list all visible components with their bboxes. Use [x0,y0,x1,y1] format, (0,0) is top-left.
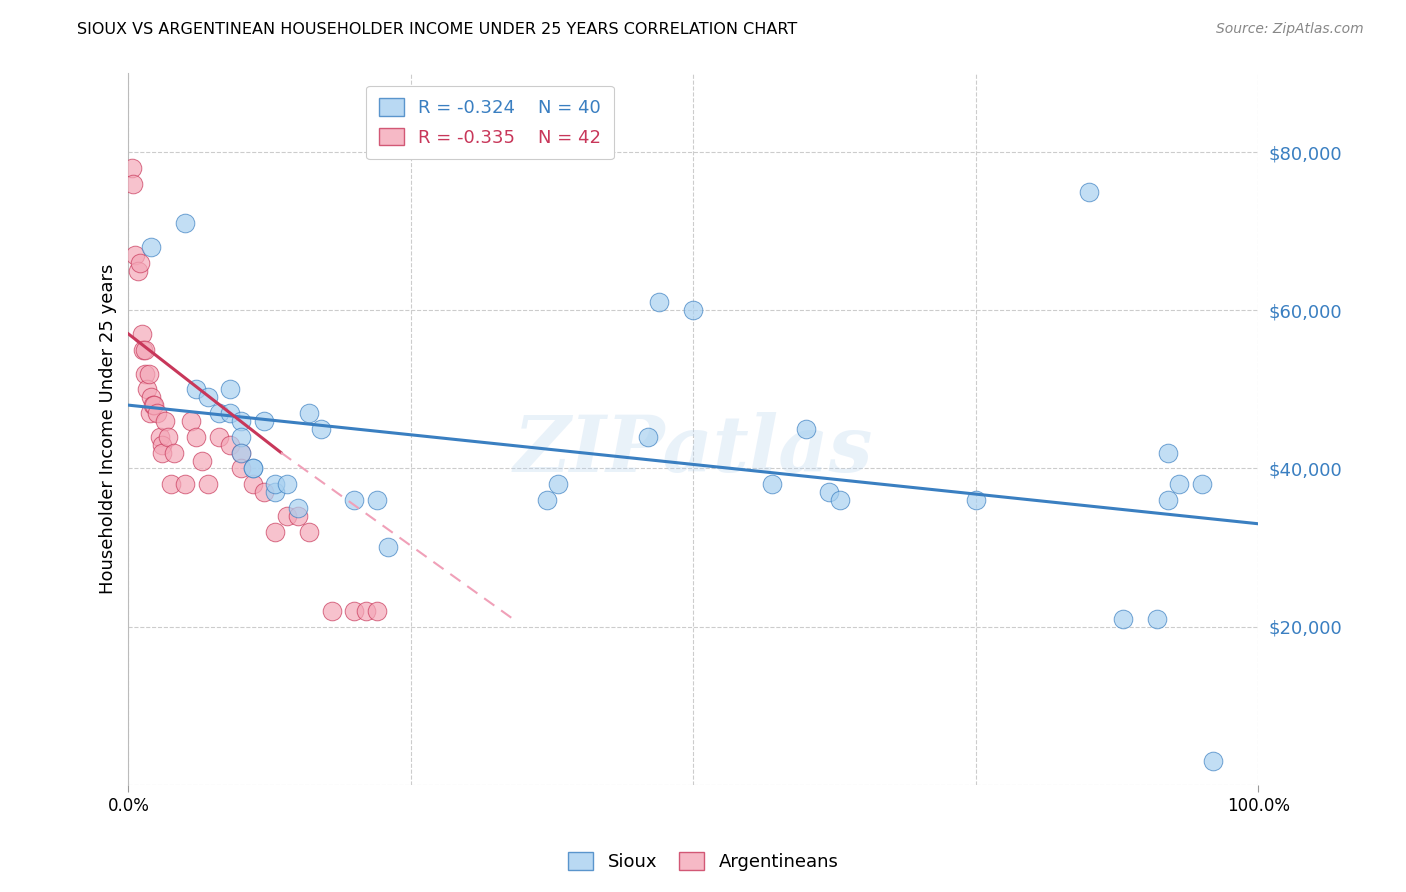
Point [124,248,146,262]
Point [163,445,186,459]
Point [231,445,253,459]
Point [761,477,783,491]
Point [231,430,253,444]
Point [287,508,309,523]
Point [174,216,197,230]
Point [366,493,388,508]
Point [186,382,208,396]
Point [253,414,276,428]
Point [965,493,987,508]
Point [321,604,343,618]
Point [134,343,156,357]
Point [186,430,208,444]
Point [145,406,167,420]
Y-axis label: Householder Income Under 25 years: Householder Income Under 25 years [100,264,117,594]
Legend: Sioux, Argentineans: Sioux, Argentineans [561,846,845,879]
Point [180,414,202,428]
Point [138,367,160,381]
Point [343,493,366,508]
Point [1146,612,1168,626]
Point [143,398,166,412]
Point [298,524,321,539]
Point [682,303,704,318]
Point [127,263,149,277]
Point [231,414,253,428]
Point [139,406,162,420]
Point [219,382,242,396]
Point [219,438,242,452]
Point [796,422,818,436]
Point [1191,477,1213,491]
Point [287,500,309,515]
Point [131,326,153,341]
Point [648,295,671,310]
Point [132,343,155,357]
Point [135,382,157,396]
Point [1157,445,1180,459]
Point [208,406,231,420]
Point [264,485,287,500]
Point [298,406,321,420]
Point [122,177,145,191]
Point [160,477,183,491]
Point [1077,185,1099,199]
Point [121,161,143,175]
Point [150,445,173,459]
Point [818,485,841,500]
Legend: R = -0.324    N = 40, R = -0.335    N = 42: R = -0.324 N = 40, R = -0.335 N = 42 [366,86,614,160]
Point [242,461,264,475]
Point [191,453,214,467]
Text: ZIPatlas: ZIPatlas [513,412,873,489]
Point [276,508,298,523]
Point [637,430,659,444]
Point [1112,612,1135,626]
Point [139,240,162,254]
Point [149,430,172,444]
Point [366,604,388,618]
Point [536,493,558,508]
Point [264,477,287,491]
Point [174,477,197,491]
Point [197,390,219,404]
Point [134,367,156,381]
Point [276,477,298,491]
Point [128,256,150,270]
Point [242,477,264,491]
Point [242,461,264,475]
Point [309,422,332,436]
Point [1157,493,1180,508]
Point [156,430,179,444]
Point [547,477,569,491]
Text: Source: ZipAtlas.com: Source: ZipAtlas.com [1216,22,1364,37]
Text: SIOUX VS ARGENTINEAN HOUSEHOLDER INCOME UNDER 25 YEARS CORRELATION CHART: SIOUX VS ARGENTINEAN HOUSEHOLDER INCOME … [77,22,797,37]
Point [253,485,276,500]
Point [231,461,253,475]
Point [231,445,253,459]
Point [139,390,162,404]
Point [377,541,399,555]
Point [219,406,242,420]
Point [208,430,231,444]
Point [1168,477,1191,491]
Point [150,438,173,452]
Point [1202,754,1225,768]
Point [197,477,219,491]
Point [354,604,377,618]
Point [343,604,366,618]
Point [264,524,287,539]
Point [830,493,852,508]
Point [153,414,176,428]
Point [142,398,165,412]
